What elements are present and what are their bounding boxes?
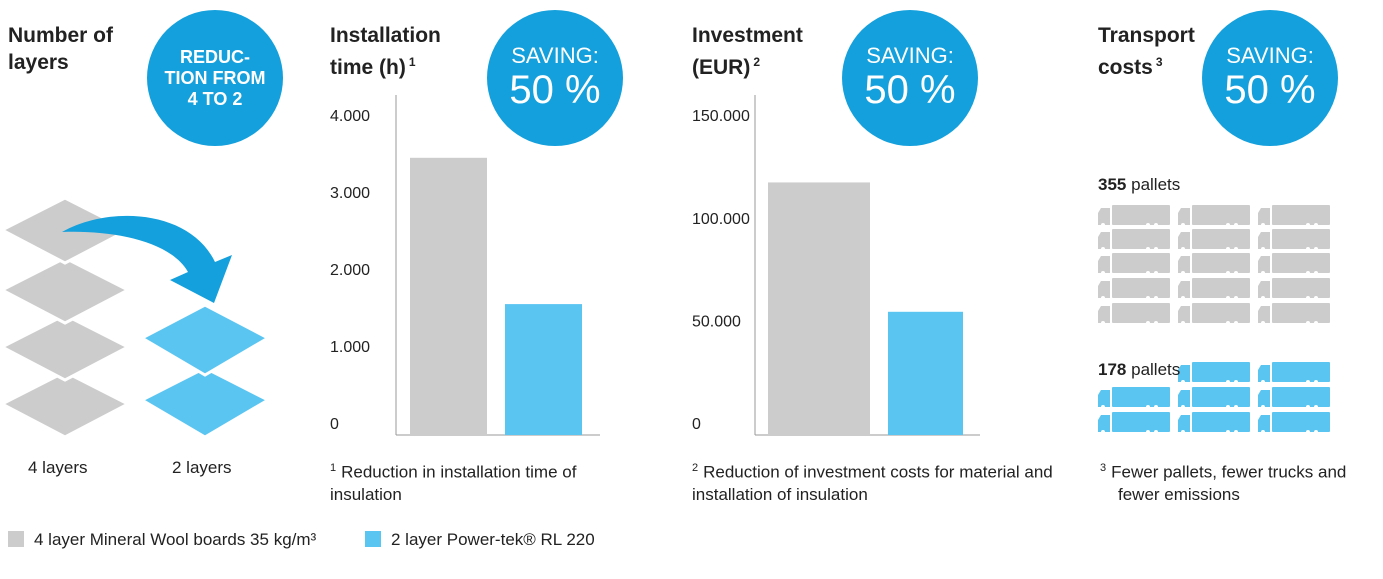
layer-label: 2 layers — [172, 457, 232, 479]
title-note: 3 — [1156, 55, 1163, 69]
y-tick-label: 2.000 — [330, 262, 370, 279]
y-tick-label: 0 — [692, 416, 701, 433]
count: 355 — [1098, 175, 1126, 194]
title-text: Installation time (h) — [330, 24, 441, 79]
badge-line: 4 TO 2 — [188, 89, 243, 110]
trucks-before — [1098, 205, 1330, 325]
bar — [410, 158, 487, 435]
bar — [505, 304, 582, 435]
layers-title: Number of layers — [8, 22, 118, 76]
legend-swatch — [8, 531, 24, 547]
y-tick-label: 4.000 — [330, 108, 370, 125]
footnote-text: Reduction of investment costs for materi… — [692, 463, 1053, 504]
legend-label: 4 layer Mineral Wool boards 35 kg/m³ — [34, 530, 316, 549]
infographic: 0 1.000 2.000 3.000 4.000 0 50.000 100.000 150.0… — [0, 0, 1383, 579]
badge-label: SAVING: — [511, 44, 599, 68]
y-tick-label: 100.000 — [692, 211, 750, 228]
title-note: 2 — [753, 55, 760, 69]
title-text: Investment (EUR) — [692, 24, 803, 79]
legend-item: 2 layer Power-tek® RL 220 — [365, 529, 595, 551]
chart-title: Installation time (h)1 — [330, 22, 465, 81]
badge-label: SAVING: — [1226, 44, 1314, 68]
legend-swatch — [365, 531, 381, 547]
legend-label: 2 layer Power-tek® RL 220 — [391, 530, 595, 549]
y-tick-label: 0 — [330, 416, 339, 433]
footnote-text: Reduction in installation time of insula… — [330, 463, 576, 504]
footnote-text: Fewer pallets, fewer trucks and fewer em… — [1111, 463, 1346, 504]
y-tick-label: 1.000 — [330, 339, 370, 356]
layers-badge: REDUC- TION FROM 4 TO 2 — [147, 10, 283, 146]
footnote-mark: 3 — [1100, 462, 1106, 474]
unit: pallets — [1131, 360, 1180, 379]
layer-label: 4 layers — [28, 457, 88, 479]
footnote: 3 Fewer pallets, fewer trucks and fewer e… — [1100, 457, 1383, 506]
saving-badge: SAVING: 50 % — [1202, 10, 1338, 146]
badge-line: TION FROM — [165, 68, 266, 89]
badge-line: REDUC- — [180, 47, 250, 68]
y-tick-label: 150.000 — [692, 108, 750, 125]
y-tick-label: 3.000 — [330, 185, 370, 202]
bar — [888, 312, 963, 435]
badge-value: 50 % — [1224, 68, 1315, 112]
legend-item: 4 layer Mineral Wool boards 35 kg/m³ — [8, 529, 316, 551]
unit: pallets — [1131, 175, 1180, 194]
badge-label: SAVING: — [866, 44, 954, 68]
footnote-mark: 2 — [692, 462, 698, 474]
pallets-before: 355 pallets — [1098, 174, 1180, 196]
footnote-mark: 1 — [330, 462, 336, 474]
title-text: Transport costs — [1098, 24, 1195, 79]
title-note: 1 — [409, 55, 416, 69]
saving-badge: SAVING: 50 % — [487, 10, 623, 146]
saving-badge: SAVING: 50 % — [842, 10, 978, 146]
badge-value: 50 % — [864, 68, 955, 112]
badge-value: 50 % — [509, 68, 600, 112]
y-tick-label: 50.000 — [692, 314, 741, 331]
bar — [768, 182, 870, 435]
chart-title: Investment (EUR)2 — [692, 22, 827, 81]
count: 178 — [1098, 360, 1126, 379]
pallets-after: 178 pallets — [1098, 359, 1180, 381]
